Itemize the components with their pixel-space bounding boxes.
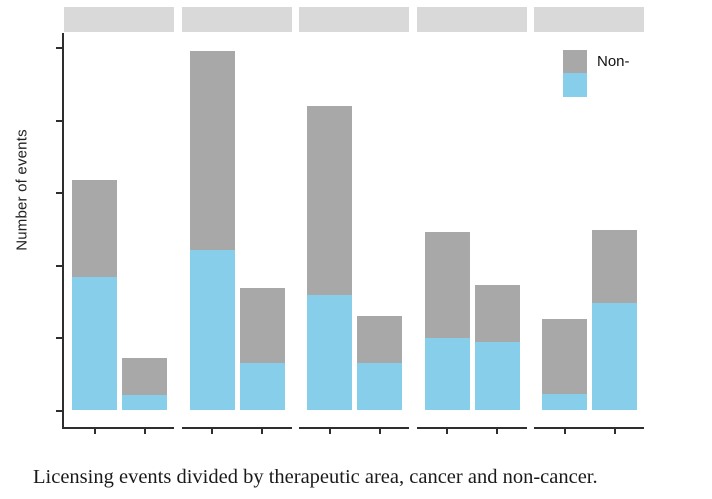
facet-strip <box>416 7 527 32</box>
bar-segment-non-cancer <box>424 232 470 339</box>
bar-segment-cancer <box>72 276 117 411</box>
x-axis-tick <box>446 429 448 434</box>
legend: Non- <box>563 50 630 97</box>
x-axis-tick <box>143 429 146 434</box>
x-axis-line <box>416 427 527 429</box>
x-axis-tick <box>496 429 498 434</box>
legend-item <box>563 73 630 97</box>
x-axis-tick <box>378 429 381 434</box>
x-axis-line <box>181 427 292 429</box>
x-axis-tick <box>261 429 263 434</box>
facet-strip <box>64 7 174 32</box>
bar-segment-non-cancer <box>189 51 235 251</box>
bar-segment-cancer <box>474 342 520 411</box>
x-axis-tick <box>328 429 331 434</box>
bar-segment-non-cancer <box>474 285 520 343</box>
bar-segment-cancer <box>307 294 352 411</box>
y-axis-tick <box>56 337 62 339</box>
bar-segment-cancer <box>357 362 402 411</box>
bar-segment-non-cancer <box>307 106 352 295</box>
x-axis-line <box>299 427 409 429</box>
y-axis-tick <box>56 192 62 194</box>
facet-strip <box>299 7 409 32</box>
bar-segment-non-cancer <box>357 315 402 363</box>
facet-strip <box>181 7 292 32</box>
y-axis-tick <box>56 119 62 122</box>
facet-strip <box>534 7 644 32</box>
bar-segment-non-cancer <box>122 357 167 395</box>
x-axis-tick <box>563 429 566 434</box>
figure-caption: Licensing events divided by therapeutic … <box>33 466 598 488</box>
bar-segment-cancer <box>424 338 470 411</box>
legend-label: Non- <box>597 53 630 70</box>
x-axis-line <box>534 427 644 429</box>
bar-segment-cancer <box>542 393 587 411</box>
y-axis-tick <box>56 264 62 267</box>
x-axis-line <box>64 427 174 429</box>
y-axis-line <box>62 33 64 429</box>
bar-segment-cancer <box>592 302 637 411</box>
legend-swatch-non_cancer <box>563 50 587 73</box>
bar-segment-non-cancer <box>239 288 285 364</box>
bar-segment-non-cancer <box>72 179 117 277</box>
y-axis-label: Number of events <box>13 129 31 251</box>
bar-segment-non-cancer <box>542 318 587 394</box>
bar-segment-cancer <box>122 394 167 411</box>
legend-item: Non- <box>563 50 630 73</box>
y-axis-tick <box>56 47 62 49</box>
y-axis-tick <box>56 409 62 412</box>
bar-segment-cancer <box>239 363 285 411</box>
bar-segment-non-cancer <box>592 229 637 303</box>
bar-segment-cancer <box>189 250 235 411</box>
x-axis-tick <box>211 429 213 434</box>
x-axis-tick <box>93 429 96 434</box>
legend-swatch-cancer <box>563 73 587 97</box>
x-axis-tick <box>613 429 616 434</box>
